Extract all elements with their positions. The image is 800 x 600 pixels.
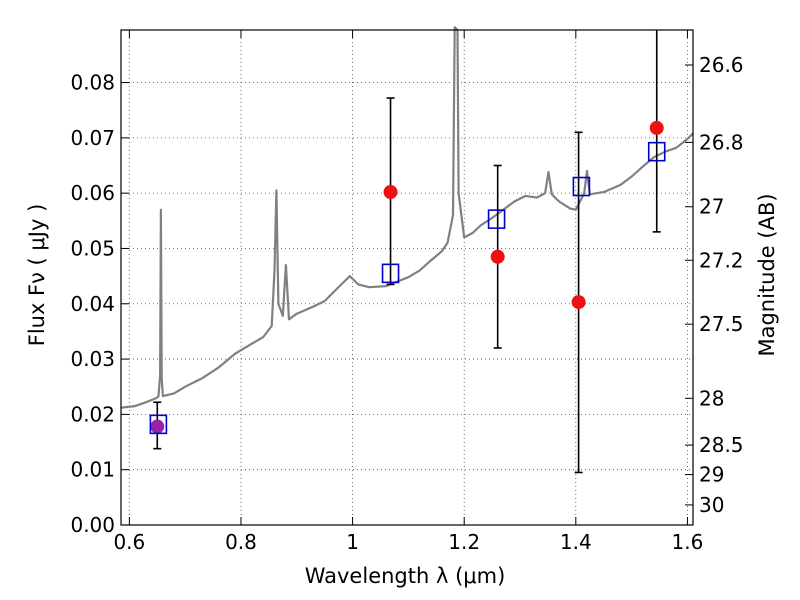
right-tick-label: 29 <box>699 463 724 487</box>
observed-point <box>383 185 398 200</box>
y-tick-label: 0.02 <box>70 402 115 426</box>
x-axis-label: Wavelength λ (μm) <box>305 564 506 588</box>
y-tick-label: 0.00 <box>70 513 115 537</box>
model-photometry-point <box>647 141 666 162</box>
x-tick-label: 1.4 <box>560 530 592 554</box>
y-tick-label: 0.06 <box>70 181 115 205</box>
x-tick-label: 1 <box>346 530 359 554</box>
x-tick-label: 0.8 <box>225 530 257 554</box>
right-tick-label: 28 <box>699 386 724 410</box>
right-axis-label: Magnitude (AB) <box>755 193 779 356</box>
model-photometry-point <box>572 176 591 197</box>
model-spectrum-line <box>120 26 694 409</box>
observed-points-layer <box>150 120 664 434</box>
x-tick-label: 1.6 <box>672 530 704 554</box>
y-tick-label: 0.03 <box>70 347 115 371</box>
right-tick-label: 27.5 <box>699 312 744 336</box>
right-tick-label: 30 <box>699 493 724 517</box>
right-tick-label: 27.2 <box>699 248 744 272</box>
y-axis-label: Flux Fν ( μJy ) <box>25 204 49 347</box>
observed-point <box>649 120 664 135</box>
model-photometry-point <box>487 209 506 229</box>
x-tick-label: 1.2 <box>448 530 480 554</box>
ticks-layer: 0.6 0.8 1 1.2 1.4 1.6 0.00 0.01 0.02 0.03 0.04 0.05… <box>70 30 744 554</box>
x-tick-label: 0.6 <box>113 530 145 554</box>
y-tick-label: 0.05 <box>70 236 115 260</box>
y-tick-label: 0.01 <box>70 458 115 482</box>
y-tick-label: 0.08 <box>70 71 115 95</box>
observed-point <box>490 249 505 264</box>
y-tick-label: 0.07 <box>70 126 115 150</box>
model-photometry-layer <box>149 141 666 435</box>
right-tick-label: 26.8 <box>699 130 744 154</box>
right-tick-label: 26.6 <box>699 53 744 77</box>
model-spectrum-layer <box>120 26 694 409</box>
model-photometry-point <box>381 263 400 284</box>
plot-frame <box>120 29 694 526</box>
right-tick-label: 28.5 <box>699 433 744 457</box>
observed-point <box>571 295 586 310</box>
right-tick-label: 27 <box>699 195 724 219</box>
y-tick-label: 0.04 <box>70 292 115 316</box>
errorbar-layer <box>153 30 661 474</box>
observed-point <box>150 419 165 434</box>
model-photometry-point <box>149 414 168 435</box>
